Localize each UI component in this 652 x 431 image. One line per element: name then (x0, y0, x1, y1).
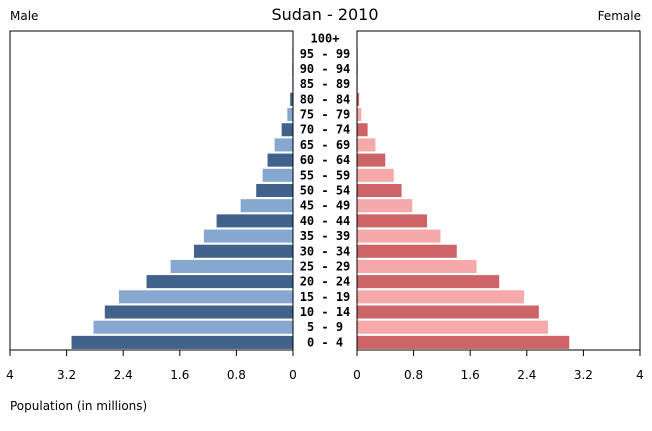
female-bar (357, 275, 500, 289)
female-bar (357, 199, 413, 213)
age-group-label: 45 - 49 (300, 199, 351, 213)
male-bar (256, 183, 293, 198)
age-group-label: 90 - 94 (300, 62, 351, 76)
female-panel-frame (356, 30, 641, 351)
female-bar (357, 335, 570, 349)
female-bar (357, 214, 428, 228)
male-bar (203, 229, 293, 243)
male-bar (290, 92, 293, 106)
male-bar (193, 244, 293, 258)
female-tick-label: 3.2 (574, 368, 593, 382)
male-bar (93, 320, 294, 334)
female-bar (357, 229, 441, 243)
male-tick-label: 0.8 (227, 368, 246, 382)
female-bar (357, 138, 376, 152)
age-group-label: 10 - 14 (300, 305, 351, 319)
male-tick-label: 2.4 (114, 368, 133, 382)
age-group-label: 55 - 59 (300, 168, 351, 182)
male-bar (267, 153, 293, 167)
age-group-label: 65 - 69 (300, 138, 351, 152)
age-group-label: 80 - 84 (300, 92, 351, 106)
age-group-label: 60 - 64 (300, 153, 351, 167)
female-bar (357, 183, 402, 198)
female-bar (357, 259, 477, 273)
female-axis-ticks: 0 0.8 1.6 2.4 3.2 4 (353, 350, 644, 382)
male-bar (262, 168, 293, 182)
male-bar (118, 290, 294, 304)
female-bar (357, 123, 368, 137)
male-bar (287, 108, 293, 122)
female-bar (357, 244, 457, 258)
male-panel (9, 30, 294, 351)
female-bar (357, 168, 394, 182)
male-panel-frame (9, 30, 294, 351)
age-group-label: 0 - 4 (307, 335, 343, 349)
age-group-label: 25 - 29 (300, 259, 351, 273)
male-bar (281, 123, 293, 137)
age-group-label: 50 - 54 (300, 184, 351, 198)
age-group-label: 5 - 9 (307, 320, 343, 334)
male-bar (170, 259, 293, 273)
male-bar (274, 138, 293, 152)
age-group-label: 40 - 44 (300, 214, 351, 228)
male-bar (146, 275, 293, 289)
age-group-label: 85 - 89 (300, 77, 351, 91)
age-group-label: 30 - 34 (300, 244, 351, 258)
male-tick-label: 3.2 (57, 368, 76, 382)
female-tick-label: 1.6 (461, 368, 480, 382)
female-bar (357, 92, 360, 106)
age-group-label: 100+ (311, 32, 340, 46)
chart-title: Sudan - 2010 (271, 5, 378, 24)
female-bar (357, 305, 539, 319)
age-group-label: 70 - 74 (300, 123, 351, 137)
age-group-label: 15 - 19 (300, 290, 351, 304)
male-tick-label: 0 (289, 368, 297, 382)
male-tick-label: 1.6 (170, 368, 189, 382)
male-bar (240, 199, 293, 213)
male-bar (71, 335, 293, 349)
female-tick-label: 0 (353, 368, 361, 382)
age-group-label: 20 - 24 (300, 275, 351, 289)
female-panel (356, 30, 641, 351)
male-bar (104, 305, 293, 319)
male-label: Male (10, 9, 38, 23)
female-tick-label: 4 (636, 368, 644, 382)
male-axis-ticks: 0 0.8 1.6 2.4 3.2 4 (6, 350, 297, 382)
age-group-label: 35 - 39 (300, 229, 351, 243)
female-label: Female (598, 9, 641, 23)
female-bar (357, 320, 549, 334)
age-group-label: 95 - 99 (300, 47, 351, 61)
female-tick-label: 2.4 (517, 368, 536, 382)
male-bar (216, 214, 293, 228)
female-bar (357, 108, 362, 122)
female-tick-label: 0.8 (404, 368, 423, 382)
female-bar (357, 153, 386, 167)
x-axis-label: Population (in millions) (10, 399, 147, 413)
age-group-label: 75 - 79 (300, 108, 351, 122)
female-bar (357, 290, 524, 304)
male-tick-label: 4 (6, 368, 14, 382)
